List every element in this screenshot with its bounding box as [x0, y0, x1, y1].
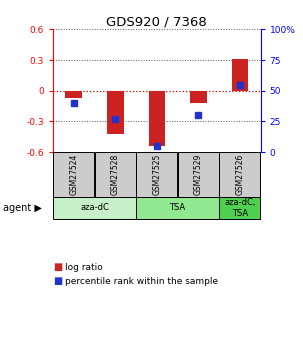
Text: percentile rank within the sample: percentile rank within the sample [65, 277, 218, 286]
FancyBboxPatch shape [219, 152, 260, 197]
Text: ■: ■ [53, 263, 62, 272]
Bar [190, 91, 207, 103]
Bar [65, 91, 82, 98]
FancyBboxPatch shape [53, 152, 94, 197]
FancyBboxPatch shape [95, 152, 136, 197]
Text: agent ▶: agent ▶ [3, 203, 42, 213]
Text: log ratio: log ratio [65, 263, 103, 272]
Bar [148, 91, 165, 146]
Text: GDS920 / 7368: GDS920 / 7368 [106, 16, 206, 29]
Text: TSA: TSA [169, 204, 186, 213]
FancyBboxPatch shape [136, 152, 177, 197]
Text: ■: ■ [53, 276, 62, 286]
Text: GSM27528: GSM27528 [111, 154, 120, 195]
Text: GSM27524: GSM27524 [69, 154, 78, 195]
Text: GSM27529: GSM27529 [194, 154, 203, 195]
FancyBboxPatch shape [53, 197, 136, 219]
Bar [231, 59, 248, 91]
Text: GSM27525: GSM27525 [152, 154, 161, 195]
Text: GSM27526: GSM27526 [235, 154, 244, 195]
Text: aza-dC,
TSA: aza-dC, TSA [224, 198, 255, 218]
FancyBboxPatch shape [136, 197, 219, 219]
FancyBboxPatch shape [178, 152, 219, 197]
FancyBboxPatch shape [219, 197, 260, 219]
Text: aza-dC: aza-dC [80, 204, 109, 213]
Bar [107, 91, 124, 134]
